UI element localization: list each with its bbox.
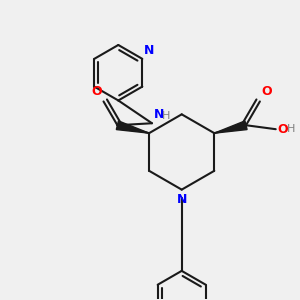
Polygon shape: [214, 121, 247, 133]
Text: N: N: [154, 108, 164, 121]
Text: H: H: [286, 124, 295, 134]
Text: N: N: [176, 193, 187, 206]
Text: O: O: [91, 85, 101, 98]
Text: H: H: [162, 111, 170, 121]
Text: O: O: [262, 85, 272, 98]
Text: O: O: [278, 123, 288, 136]
Polygon shape: [116, 121, 149, 133]
Text: N: N: [144, 44, 155, 57]
